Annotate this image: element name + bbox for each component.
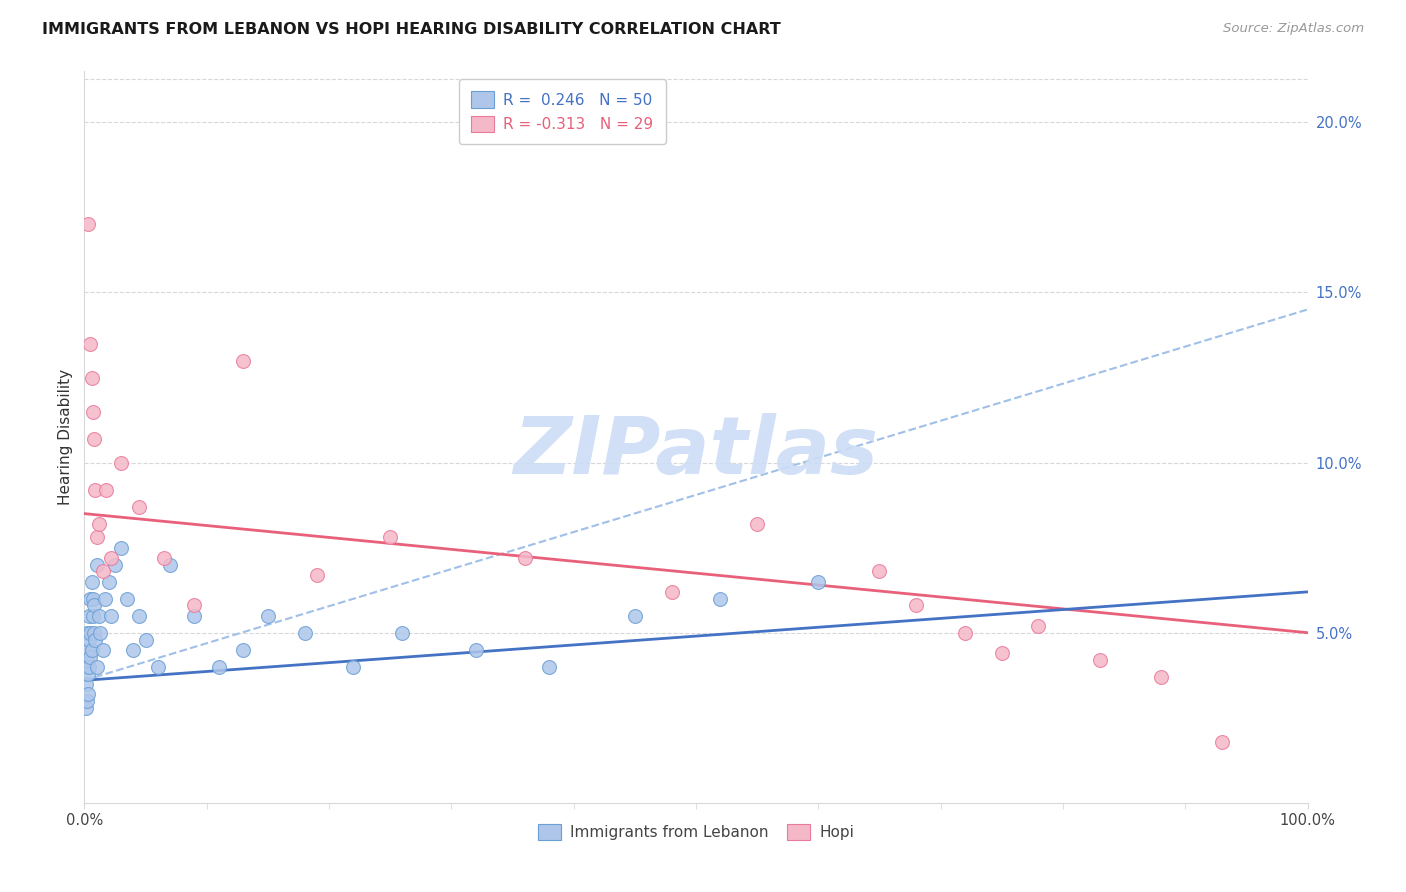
Immigrants from Lebanon: [91, 642, 114, 657]
Hopi: [100, 550, 122, 565]
Immigrants from Lebanon: [807, 574, 830, 589]
Immigrants from Lebanon: [128, 608, 150, 623]
Y-axis label: Hearing Disability: Hearing Disability: [58, 369, 73, 505]
Immigrants from Lebanon: [82, 591, 104, 606]
Hopi: [953, 625, 976, 640]
Hopi: [661, 585, 683, 599]
Text: IMMIGRANTS FROM LEBANON VS HOPI HEARING DISABILITY CORRELATION CHART: IMMIGRANTS FROM LEBANON VS HOPI HEARING …: [42, 22, 780, 37]
Immigrants from Lebanon: [76, 694, 98, 708]
Immigrants from Lebanon: [75, 659, 97, 673]
Hopi: [77, 218, 100, 232]
Hopi: [83, 432, 105, 446]
Hopi: [991, 646, 1014, 660]
Immigrants from Lebanon: [94, 591, 117, 606]
Immigrants from Lebanon: [122, 642, 145, 657]
Immigrants from Lebanon: [79, 625, 101, 640]
Hopi: [1088, 653, 1111, 667]
Hopi: [513, 550, 536, 565]
Immigrants from Lebanon: [104, 558, 127, 572]
Text: ZIPatlas: ZIPatlas: [513, 413, 879, 491]
Hopi: [183, 599, 205, 613]
Hopi: [305, 567, 328, 582]
Immigrants from Lebanon: [538, 659, 561, 673]
Hopi: [905, 599, 928, 613]
Immigrants from Lebanon: [159, 558, 181, 572]
Immigrants from Lebanon: [146, 659, 169, 673]
Immigrants from Lebanon: [83, 625, 105, 640]
Hopi: [1150, 670, 1173, 684]
Immigrants from Lebanon: [294, 625, 316, 640]
Immigrants from Lebanon: [232, 642, 254, 657]
Immigrants from Lebanon: [110, 541, 132, 555]
Immigrants from Lebanon: [342, 659, 364, 673]
Immigrants from Lebanon: [75, 700, 97, 714]
Immigrants from Lebanon: [76, 625, 98, 640]
Hopi: [80, 370, 103, 384]
Immigrants from Lebanon: [77, 642, 100, 657]
Immigrants from Lebanon: [97, 574, 120, 589]
Hopi: [91, 565, 114, 579]
Immigrants from Lebanon: [77, 659, 100, 673]
Hopi: [82, 404, 104, 418]
Immigrants from Lebanon: [86, 558, 108, 572]
Immigrants from Lebanon: [183, 608, 205, 623]
Immigrants from Lebanon: [86, 659, 108, 673]
Immigrants from Lebanon: [77, 608, 100, 623]
Hopi: [86, 531, 108, 545]
Hopi: [869, 565, 891, 579]
Immigrants from Lebanon: [624, 608, 647, 623]
Immigrants from Lebanon: [464, 642, 486, 657]
Immigrants from Lebanon: [80, 574, 103, 589]
Immigrants from Lebanon: [83, 599, 105, 613]
Immigrants from Lebanon: [77, 632, 100, 647]
Hopi: [232, 353, 254, 368]
Hopi: [87, 516, 110, 531]
Immigrants from Lebanon: [89, 625, 111, 640]
Hopi: [110, 456, 132, 470]
Immigrants from Lebanon: [84, 632, 107, 647]
Hopi: [1028, 619, 1050, 633]
Hopi: [380, 531, 402, 545]
Immigrants from Lebanon: [79, 649, 101, 664]
Immigrants from Lebanon: [77, 687, 100, 701]
Text: Source: ZipAtlas.com: Source: ZipAtlas.com: [1223, 22, 1364, 36]
Hopi: [747, 516, 769, 531]
Immigrants from Lebanon: [75, 677, 97, 691]
Immigrants from Lebanon: [100, 608, 122, 623]
Immigrants from Lebanon: [76, 653, 98, 667]
Immigrants from Lebanon: [79, 591, 101, 606]
Hopi: [79, 336, 101, 351]
Immigrants from Lebanon: [257, 608, 280, 623]
Immigrants from Lebanon: [391, 625, 413, 640]
Immigrants from Lebanon: [115, 591, 138, 606]
Hopi: [128, 500, 150, 514]
Immigrants from Lebanon: [77, 666, 100, 681]
Immigrants from Lebanon: [135, 632, 157, 647]
Immigrants from Lebanon: [87, 608, 110, 623]
Hopi: [84, 483, 107, 497]
Hopi: [96, 483, 118, 497]
Immigrants from Lebanon: [80, 642, 103, 657]
Hopi: [1211, 734, 1233, 748]
Legend: Immigrants from Lebanon, Hopi: Immigrants from Lebanon, Hopi: [531, 817, 860, 847]
Immigrants from Lebanon: [82, 608, 104, 623]
Immigrants from Lebanon: [709, 591, 731, 606]
Hopi: [153, 550, 176, 565]
Immigrants from Lebanon: [208, 659, 231, 673]
